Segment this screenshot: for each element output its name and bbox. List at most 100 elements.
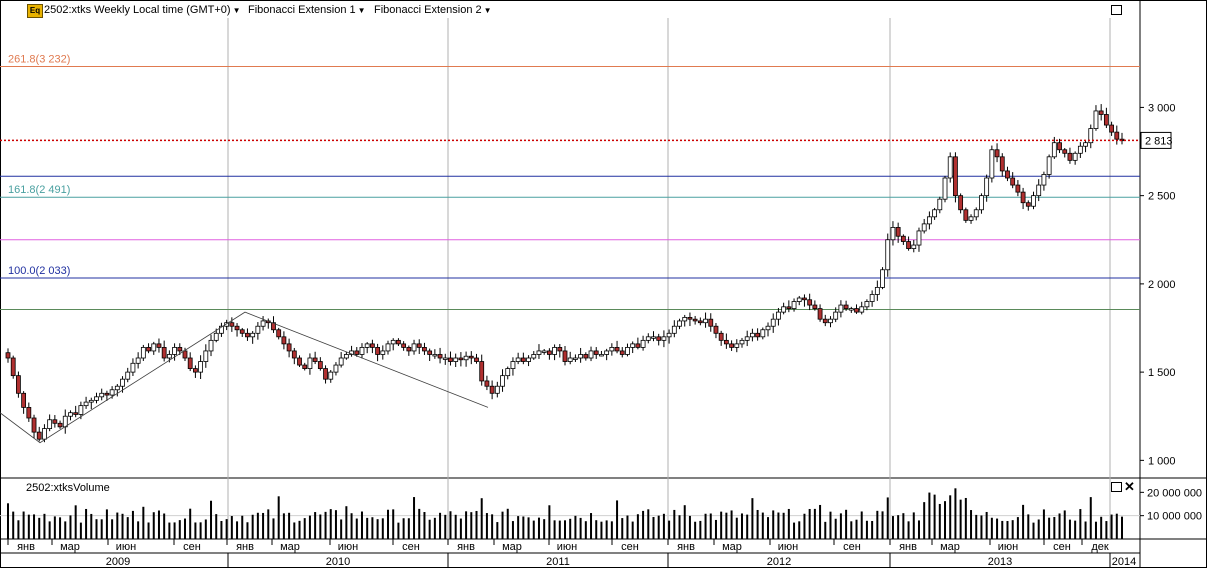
study2-dropdown-icon[interactable]: ▼ xyxy=(483,6,492,15)
candle-body xyxy=(359,347,365,355)
volume-bar xyxy=(621,518,624,539)
volume-bar xyxy=(990,517,993,539)
candle-body xyxy=(994,149,1000,158)
volume-bar xyxy=(340,519,343,539)
candle-body xyxy=(380,350,386,355)
candle-body xyxy=(224,322,230,327)
volume-bar xyxy=(116,512,119,539)
volume-bar xyxy=(230,516,233,539)
study1-dropdown-icon[interactable]: ▼ xyxy=(357,6,366,15)
candle-body xyxy=(812,304,818,309)
candle-body xyxy=(999,156,1005,172)
y-tick-label: 2 500 xyxy=(1148,191,1176,203)
month-label: янв xyxy=(677,541,695,553)
volume-bar xyxy=(605,520,608,539)
candle-body xyxy=(755,332,761,338)
volume-bar xyxy=(725,512,728,539)
month-label: июн xyxy=(116,541,136,553)
candle-body xyxy=(286,343,292,352)
instrument-title[interactable]: 2502:xtks Weekly Local time (GMT+0) ▼ xyxy=(44,2,240,18)
volume-bar xyxy=(642,510,645,539)
instrument-badge-icon[interactable]: Eq xyxy=(27,4,43,18)
volume-bar xyxy=(183,518,186,539)
candle-body xyxy=(796,297,802,302)
candle-body xyxy=(651,336,656,339)
volume-panel-title: 2502:xtksVolume xyxy=(26,482,110,494)
candle-body xyxy=(791,301,797,309)
maximize-volume-panel-icon[interactable] xyxy=(1111,482,1122,492)
volume-bar xyxy=(1079,509,1082,539)
volume-bar xyxy=(808,508,811,539)
volume-bar xyxy=(480,498,483,539)
volume-bar xyxy=(27,514,30,539)
candle-body xyxy=(697,320,703,324)
volume-bar xyxy=(69,515,72,539)
candle-body xyxy=(437,354,443,359)
study2-menu[interactable]: Fibonacci Extension 2 ▼ xyxy=(374,2,492,18)
candle-body xyxy=(520,357,526,362)
volume-bar xyxy=(839,513,842,539)
volume-bar xyxy=(522,516,525,539)
candle-body xyxy=(703,318,708,324)
candle-body xyxy=(328,371,334,380)
candle-body xyxy=(489,385,495,394)
volume-bar xyxy=(511,521,514,539)
volume-bar xyxy=(22,511,25,539)
month-label: сен xyxy=(843,541,861,553)
candle-body xyxy=(625,347,630,355)
candle-body xyxy=(593,350,599,355)
candle-body xyxy=(307,357,313,369)
instrument-dropdown-icon[interactable]: ▼ xyxy=(232,6,241,15)
volume-bar xyxy=(756,509,759,539)
volume-bar xyxy=(1048,517,1051,539)
volume-bar xyxy=(189,508,192,539)
candle-body xyxy=(114,385,120,391)
candle-body xyxy=(500,375,505,387)
volume-bar xyxy=(173,522,176,539)
volume-bar xyxy=(1063,510,1066,539)
candle-body xyxy=(21,392,27,408)
candle-body xyxy=(73,412,79,415)
study1-menu[interactable]: Fibonacci Extension 1 ▼ xyxy=(248,2,366,18)
volume-bar xyxy=(439,512,442,539)
candle-body xyxy=(573,357,578,360)
candle-body xyxy=(619,350,625,355)
volume-bar xyxy=(282,513,285,539)
candle-body xyxy=(854,308,859,313)
maximize-price-panel-icon[interactable] xyxy=(1111,5,1122,15)
volume-bar xyxy=(798,521,801,539)
candle-body xyxy=(468,355,474,359)
volume-bar xyxy=(907,521,910,539)
volume-bar xyxy=(210,500,213,539)
candle-body xyxy=(448,357,453,362)
candle-body xyxy=(942,177,948,200)
volume-bar xyxy=(1100,516,1103,539)
candle-body xyxy=(10,357,16,377)
volume-bar xyxy=(912,512,915,539)
volume-bar xyxy=(100,519,103,539)
volume-bar xyxy=(850,521,853,539)
candle-body xyxy=(1010,177,1016,186)
volume-bar xyxy=(272,518,275,539)
candle-body xyxy=(687,317,693,320)
volume-bar xyxy=(319,514,322,539)
close-volume-panel-icon[interactable]: ✕ xyxy=(1124,479,1135,494)
year-label: 2013 xyxy=(988,556,1012,568)
candle-body xyxy=(843,304,849,309)
candle-body xyxy=(1098,110,1104,115)
volume-bar xyxy=(53,516,56,539)
volume-bar xyxy=(787,508,790,539)
volume-bar xyxy=(647,509,650,539)
candle-body xyxy=(859,306,865,313)
current-price-label: 2 813 xyxy=(1145,135,1173,147)
candle-body xyxy=(390,339,396,345)
volume-bar xyxy=(746,514,749,539)
volume-bar xyxy=(392,509,395,539)
volume-bar xyxy=(33,514,36,539)
candle-body xyxy=(198,361,204,373)
volume-bar xyxy=(491,514,494,539)
volume-bar xyxy=(933,494,936,539)
candle-body xyxy=(94,396,99,401)
candle-body xyxy=(177,347,183,352)
candle-body xyxy=(677,320,682,327)
